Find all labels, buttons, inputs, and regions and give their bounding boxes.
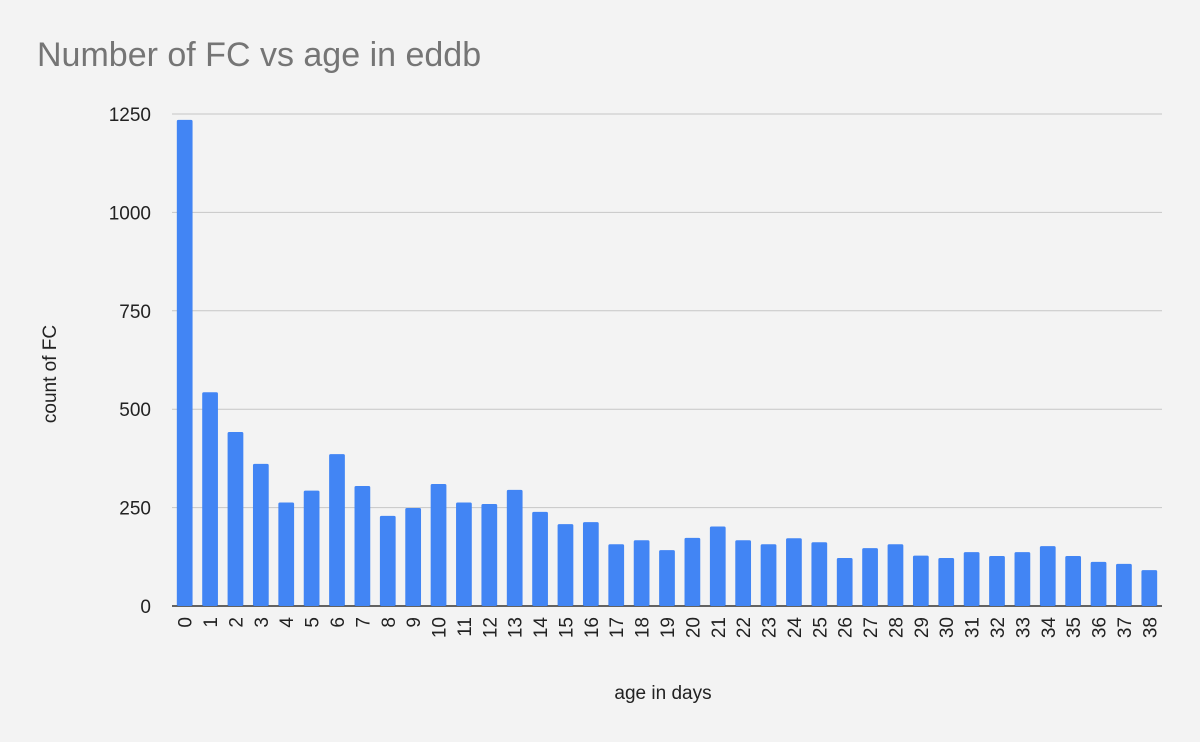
x-tick-label: 24 [785, 617, 806, 639]
x-tick-label: 5 [303, 617, 324, 628]
x-tick-label: 20 [683, 617, 704, 638]
x-tick-label: 4 [277, 617, 298, 628]
y-tick-label: 750 [119, 302, 151, 323]
x-tick-label: 7 [353, 617, 374, 628]
x-tick-label: 26 [836, 617, 857, 638]
bar [278, 502, 295, 606]
x-tick-label: 6 [328, 617, 349, 628]
x-tick-label: 21 [709, 617, 730, 638]
bar [329, 454, 345, 606]
x-tick-label: 8 [379, 617, 400, 628]
bar [405, 507, 422, 606]
bar [430, 483, 447, 606]
bar [1065, 556, 1082, 606]
x-tick-label: 23 [760, 617, 781, 638]
x-tick-label: 19 [658, 617, 679, 638]
y-tick-label: 1250 [109, 105, 151, 126]
bar [709, 526, 726, 606]
bar [760, 544, 777, 606]
x-tick-label: 32 [988, 617, 1009, 638]
bar [202, 392, 218, 606]
x-tick-label: 2 [226, 617, 247, 628]
x-tick-label: 12 [480, 617, 501, 638]
bar [786, 538, 802, 606]
bar [811, 542, 828, 606]
x-tick-label: 14 [531, 617, 552, 639]
bar [1090, 561, 1107, 606]
x-tick-label: 29 [912, 617, 933, 638]
bar [303, 490, 320, 606]
y-tick-label: 1000 [109, 203, 151, 224]
bars [176, 119, 1158, 607]
x-tick-label: 15 [556, 617, 577, 638]
x-tick-label: 27 [861, 617, 882, 638]
x-tick-label: 30 [937, 617, 958, 638]
bar [252, 463, 269, 606]
y-tick-label: 500 [119, 400, 151, 421]
x-tick-label: 0 [176, 617, 197, 628]
x-tick-label: 35 [1064, 617, 1085, 638]
bar [557, 524, 574, 606]
bar [836, 557, 853, 606]
x-tick-label: 37 [1115, 617, 1136, 638]
bar [887, 544, 904, 606]
bar [1116, 563, 1132, 606]
bar [354, 485, 371, 606]
bar [176, 119, 193, 607]
x-tick-label: 11 [455, 617, 476, 637]
x-tick-label: 36 [1090, 617, 1111, 638]
x-tick-label: 16 [582, 617, 603, 638]
bar [506, 489, 523, 606]
x-tick-label: 28 [886, 617, 907, 638]
bar [912, 555, 929, 606]
x-axis-ticks: 0 1 2 3 4 5 6 7 8 9 10 11 12 13 14 15 16 17 18 19 20 21 22 23 24… [176, 617, 1162, 639]
bar [862, 548, 878, 606]
y-tick-label: 0 [140, 597, 151, 618]
bar [684, 537, 701, 606]
x-tick-label: 9 [404, 617, 425, 628]
bar [938, 557, 955, 606]
y-tick-label: 250 [119, 499, 151, 520]
bar [633, 540, 650, 606]
x-tick-label: 3 [252, 617, 273, 628]
bar [582, 522, 599, 606]
x-axis-title: age in days [614, 683, 711, 704]
bar [963, 552, 980, 606]
x-tick-label: 31 [963, 617, 984, 638]
y-axis-ticks: 0 250 500 750 1000 1250 [109, 105, 151, 618]
x-tick-label: 1 [201, 617, 222, 628]
x-tick-label: 33 [1013, 617, 1034, 638]
bar [227, 432, 244, 606]
x-tick-label: 17 [607, 617, 628, 638]
y-axis-title: count of FC [40, 325, 61, 423]
x-tick-label: 25 [810, 617, 831, 638]
x-tick-label: 34 [1039, 617, 1060, 639]
bar [532, 511, 548, 606]
bar [1141, 570, 1158, 606]
gridlines [172, 113, 1162, 607]
x-tick-label: 10 [430, 617, 451, 638]
x-tick-label: 38 [1140, 617, 1161, 638]
bar [735, 540, 752, 606]
chart-title: Number of FC vs age in eddb [37, 36, 482, 74]
bar [481, 504, 498, 606]
bar [1039, 546, 1056, 606]
bar [456, 502, 472, 606]
bar [989, 556, 1005, 606]
bar [608, 544, 625, 606]
x-tick-label: 13 [506, 617, 527, 638]
bar [659, 550, 675, 606]
bar [379, 515, 396, 606]
x-tick-label: 18 [633, 617, 654, 638]
x-tick-label: 22 [734, 617, 755, 638]
bar [1014, 552, 1031, 606]
